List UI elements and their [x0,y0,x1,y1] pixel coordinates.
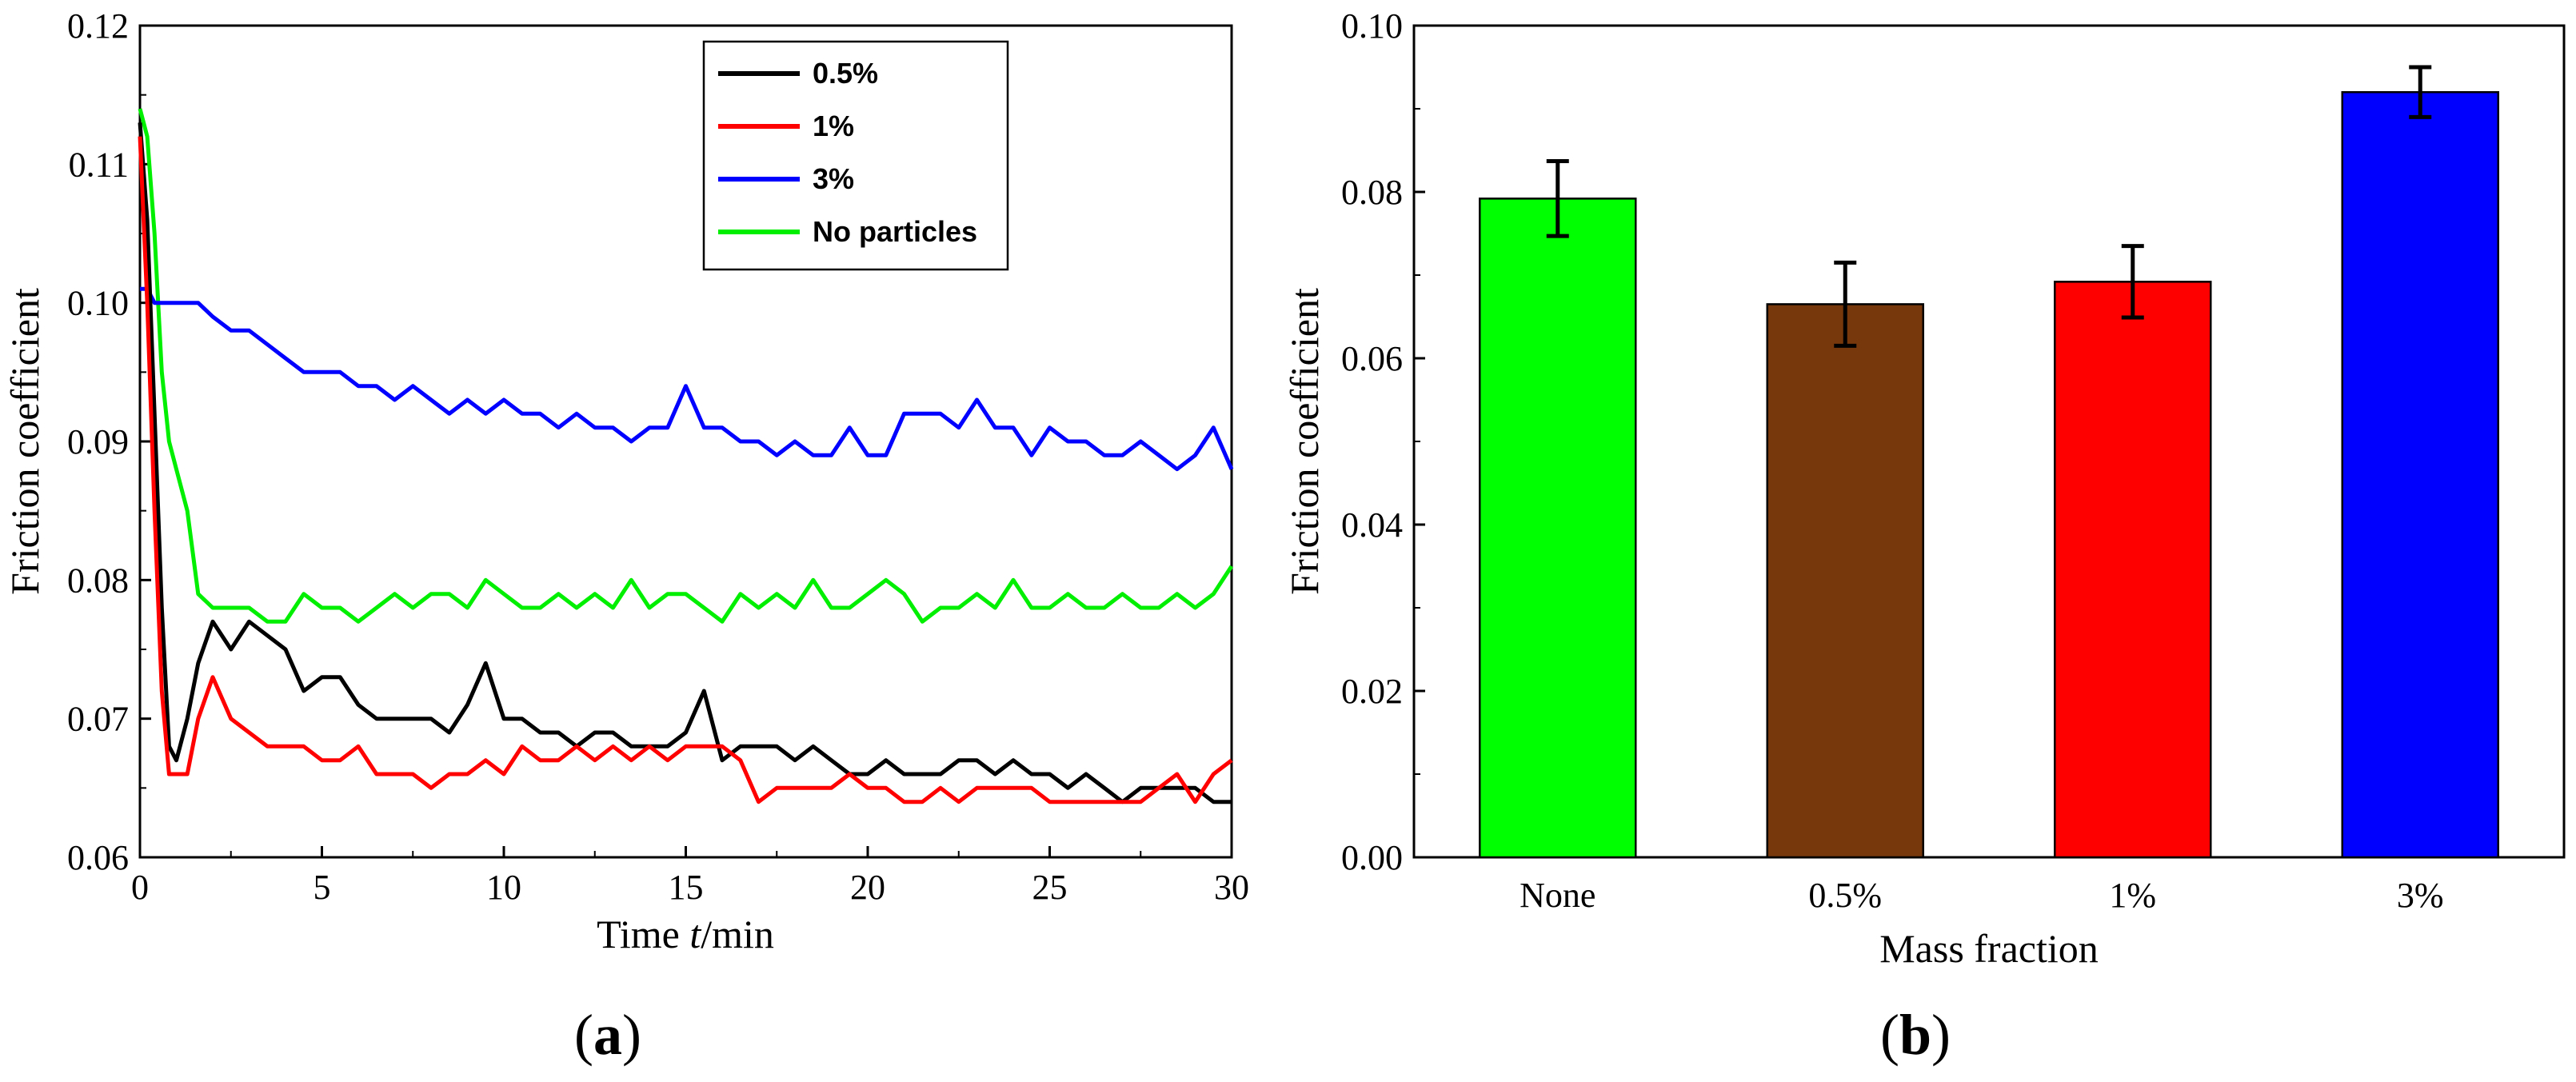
bar-3 [2341,90,2499,859]
panel-label-b: (b) [1880,1003,1951,1067]
y-tick-label: 0.06 [1341,339,1403,378]
x-tick-label: 1% [2109,876,2156,915]
series-lines [138,108,1234,805]
y-axis-title-b: Friction coefficient [1282,288,1327,595]
x-tick-label: 25 [1032,868,1068,907]
y-tick-label: 0.07 [67,700,129,739]
y-tick-label: 0.00 [1341,838,1403,877]
x-tick-labels: 0 5 10 15 20 25 30 [131,868,1249,907]
y-tick-label: 0.10 [67,284,129,323]
y-tick-label: 0.09 [67,422,129,461]
y-tick-label: 0.06 [67,838,129,877]
x-tick-label: 15 [669,868,704,907]
series-line-3 [138,108,1234,624]
y-tick-labels-b: 0.00 0.02 0.04 0.06 0.08 0.10 [1341,6,1403,877]
y-tick-label: 0.08 [67,561,129,600]
series-line-1 [138,136,1233,805]
legend-label: 1% [813,110,854,142]
x-tick-label: 30 [1214,868,1249,907]
legend-label: 0.5% [813,57,878,90]
x-tick-label: 3% [2397,876,2444,915]
bar-0 [1479,198,1637,859]
x-tick-label: None [1520,876,1596,915]
y-tick-label: 0.02 [1341,672,1403,711]
series-line-0 [138,122,1232,805]
line-chart-panel: 0.06 0.07 0.08 0.09 0.10 0.11 0.12 0 5 10 15 20 25 3… [2,6,1249,1067]
y-tick-label: 0.08 [1341,173,1403,212]
y-tick-label: 0.04 [1341,505,1403,545]
x-tick-label: 20 [850,868,885,907]
legend-label: No particles [813,215,977,248]
series-line-2 [140,286,1234,472]
x-tick-labels-b: None 0.5% 1% 3% [1520,876,2443,915]
x-tick-label: 0 [131,868,149,907]
bars [1479,90,2499,859]
x-axis-title-b: Mass fraction [1879,926,2099,971]
x-tick-label: 5 [314,868,331,907]
y-tick-label: 0.12 [67,6,129,46]
panel-label-a: (a) [574,1003,641,1067]
error-bars [1546,65,2432,348]
y-tick-label: 0.11 [69,145,129,184]
x-tick-label: 0.5% [1808,876,1882,915]
legend-label: 3% [813,162,854,195]
y-axis-title: Friction coefficient [2,288,47,595]
bar-2 [2054,281,2212,859]
legend: 0.5% 1% 3% No particles [702,40,1009,271]
x-tick-label: 10 [486,868,521,907]
x-axis-title: Time t/min [597,912,774,956]
y-tick-labels: 0.06 0.07 0.08 0.09 0.10 0.11 0.12 [67,6,129,877]
y-tick-label: 0.10 [1341,6,1403,46]
bar-1 [1766,303,1924,859]
bar-chart-panel: 0.00 0.02 0.04 0.06 0.08 0.10 None 0.5% 1% 3% Fr… [1282,6,2566,1067]
